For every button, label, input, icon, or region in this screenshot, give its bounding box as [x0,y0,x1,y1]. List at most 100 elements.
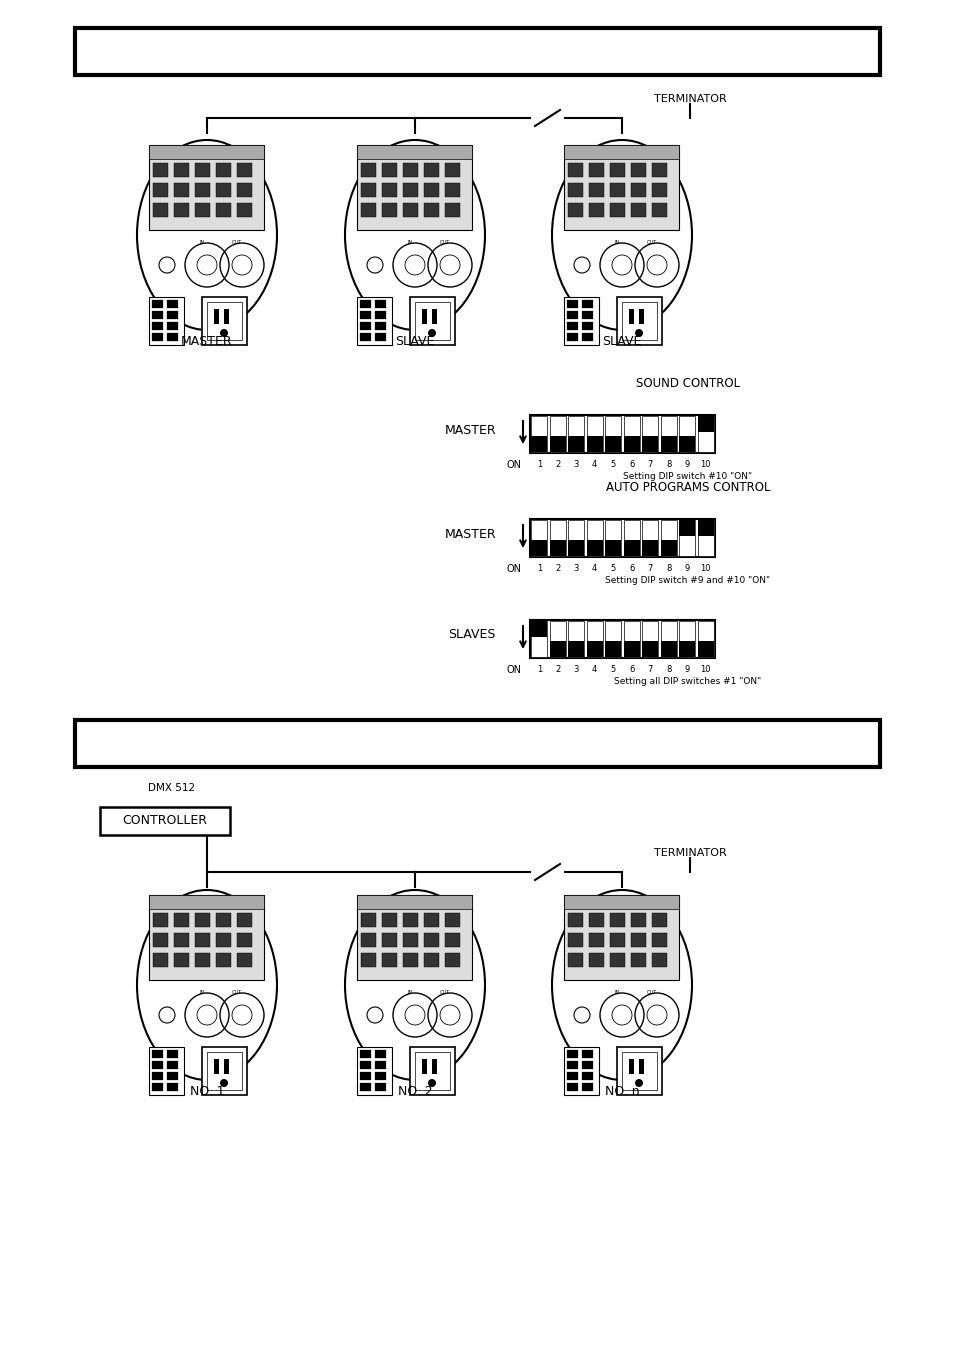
Bar [150,145,264,159]
Bar [153,203,169,218]
Text: 2: 2 [555,459,559,469]
Bar [604,540,620,555]
Bar [697,621,713,657]
Bar [641,621,658,657]
Bar [610,203,625,218]
Bar [174,182,190,197]
Bar [207,303,242,340]
Bar [697,520,713,555]
Bar [359,300,371,308]
Bar [589,163,604,177]
Bar [195,203,211,218]
Bar [361,163,376,177]
Bar [357,894,472,909]
Bar [403,203,418,218]
Bar [631,163,646,177]
Bar [152,322,163,330]
Bar [152,300,163,308]
Bar [153,182,169,197]
Bar [403,952,418,967]
Bar [641,416,658,451]
Bar [415,303,450,340]
Bar [531,520,547,555]
Bar [581,1084,593,1092]
Circle shape [428,330,436,336]
Bar [563,297,598,345]
Bar [167,300,178,308]
Bar [697,416,713,432]
Bar [216,203,232,218]
Bar [359,1061,371,1069]
Bar [375,322,386,330]
Text: 10: 10 [700,665,710,674]
Bar [361,934,376,947]
Circle shape [635,1079,642,1088]
Bar [375,311,386,319]
Bar [432,309,436,324]
Bar [604,416,620,451]
Bar [623,416,639,451]
Bar [581,300,593,308]
Bar [167,322,178,330]
Bar [531,540,547,555]
Text: TERMINATOR: TERMINATOR [653,848,725,858]
Bar [564,894,679,909]
Text: ON: ON [506,665,521,676]
Text: IN: IN [614,240,619,246]
Bar [375,1084,386,1092]
Bar [549,416,565,451]
Bar [167,332,178,340]
Bar [216,163,232,177]
Bar [659,520,677,555]
Bar [224,1059,229,1074]
Text: 1: 1 [536,665,541,674]
Bar [628,1059,634,1074]
Bar [566,332,578,340]
Text: OUT: OUT [232,240,242,246]
Bar [566,1084,578,1092]
Bar [356,297,392,345]
Bar [421,309,427,324]
Bar [679,520,695,536]
Bar [568,913,583,927]
Text: 1: 1 [536,563,541,573]
Bar [152,1061,163,1069]
Bar [659,416,677,451]
Bar [531,416,547,451]
Bar [566,1071,578,1079]
Text: Setting DIP switch #10 "ON": Setting DIP switch #10 "ON" [622,471,752,481]
Bar [216,913,232,927]
Bar [195,952,211,967]
Bar [604,520,620,555]
Bar [568,952,583,967]
Bar [623,640,639,657]
Bar [659,540,677,555]
Bar [604,621,620,657]
Bar [621,1052,657,1090]
Bar [697,640,713,657]
Text: Setting all DIP switches #1 "ON": Setting all DIP switches #1 "ON" [614,677,760,686]
Bar [652,182,667,197]
Bar [237,182,253,197]
Bar [153,163,169,177]
Circle shape [220,330,228,336]
Bar [531,621,547,657]
Bar [679,640,695,657]
Bar [237,952,253,967]
Bar [195,182,211,197]
Bar [564,145,679,159]
Bar [589,913,604,927]
Bar [174,913,190,927]
Text: OUT: OUT [439,990,450,996]
Bar [659,621,677,657]
Text: NO. 1: NO. 1 [190,1085,224,1098]
Bar [382,934,397,947]
Bar [568,163,583,177]
Bar [586,436,602,451]
Bar [174,952,190,967]
Bar [424,163,439,177]
Bar [589,952,604,967]
Bar [549,520,565,555]
Bar [568,520,584,555]
Bar [531,436,547,451]
